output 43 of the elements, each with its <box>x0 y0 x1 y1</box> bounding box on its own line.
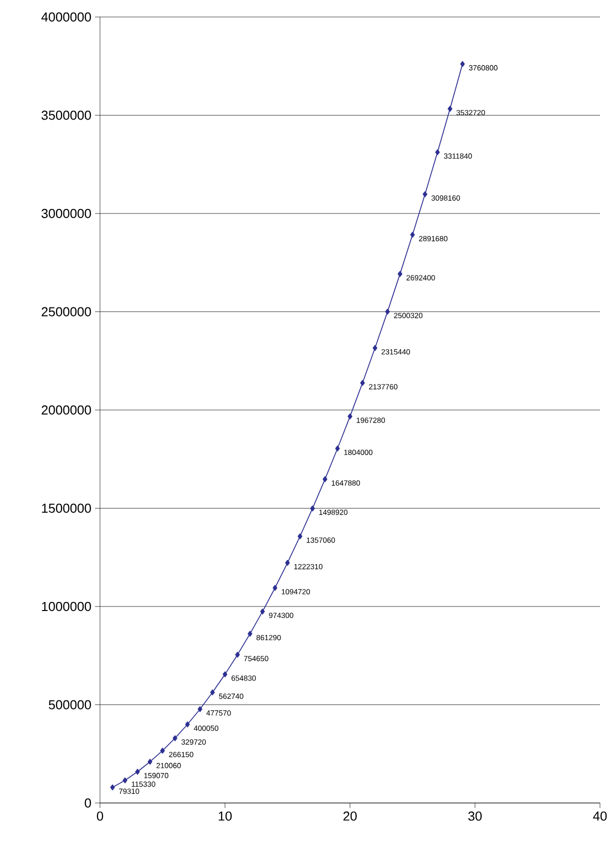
x-tick-label: 20 <box>343 812 357 821</box>
point <box>348 413 352 420</box>
point <box>122 777 128 784</box>
point <box>222 671 228 678</box>
y-tick-label: 0 <box>84 798 91 808</box>
point <box>335 446 340 452</box>
y-tick-label: 500000 <box>48 700 91 710</box>
y-tick-label: 1000000 <box>42 602 91 612</box>
point <box>298 533 302 540</box>
point <box>248 630 252 637</box>
point <box>235 652 240 658</box>
point <box>410 232 415 238</box>
point <box>322 476 328 482</box>
point <box>148 758 152 765</box>
point <box>110 784 115 790</box>
y-tick-label: 3500000 <box>42 110 91 120</box>
x-tick-label: 30 <box>468 812 482 821</box>
point <box>448 106 452 112</box>
point <box>460 61 465 67</box>
point <box>210 689 215 696</box>
point <box>422 191 428 198</box>
point <box>360 380 365 386</box>
x-tick-label: 10 <box>218 812 232 821</box>
y-tick-label: 2000000 <box>42 405 91 415</box>
point <box>160 748 165 754</box>
point <box>260 608 265 614</box>
point <box>285 560 290 566</box>
point <box>135 768 140 775</box>
x-tick-label: 40 <box>593 812 607 821</box>
point <box>172 735 178 742</box>
point <box>272 584 278 591</box>
y-tick-label: 3000000 <box>42 208 91 218</box>
point <box>398 270 402 277</box>
y-tick-label: 2500000 <box>42 307 91 316</box>
point <box>435 149 440 156</box>
point <box>372 345 378 351</box>
point <box>310 506 315 512</box>
point <box>198 706 202 712</box>
x-tick-label: 0 <box>96 812 104 821</box>
point <box>385 308 390 315</box>
y-tick-label: 1500000 <box>42 504 91 513</box>
point <box>185 721 190 728</box>
y-tick-label: 4000000 <box>41 12 91 22</box>
